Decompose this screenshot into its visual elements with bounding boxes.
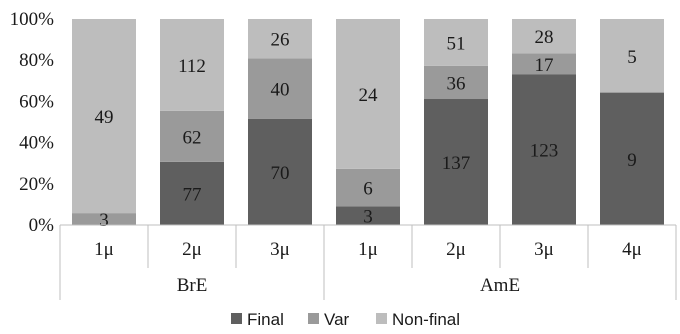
- data-label: 9: [627, 150, 637, 171]
- category-axis: 1μ 2μ 3μ 1μ 2μ 3μ 4μ BrE AmE: [59, 224, 677, 300]
- data-label: 40: [271, 80, 290, 101]
- bar-segment-non-final: [424, 19, 488, 66]
- data-label: 62: [183, 127, 202, 148]
- bar-segment-var: [424, 65, 488, 100]
- category-label: 4μ: [622, 239, 642, 260]
- legend-swatch: [308, 313, 319, 324]
- y-tick-label: 20%: [19, 174, 54, 195]
- bar-segment-non-final: [160, 19, 224, 111]
- y-tick-label: 80%: [19, 50, 54, 71]
- legend-label: Var: [324, 310, 350, 329]
- data-label: 49: [95, 107, 114, 128]
- y-tick-label: 60%: [19, 91, 54, 112]
- bar-segment-final: [160, 161, 224, 225]
- data-label: 3: [99, 210, 109, 231]
- category-label: 1μ: [94, 239, 114, 260]
- data-label: 6: [363, 179, 373, 200]
- data-label: 5: [627, 47, 637, 68]
- data-label: 112: [178, 56, 206, 77]
- legend-swatch: [231, 313, 242, 324]
- data-label: 77: [183, 184, 202, 205]
- bar-segment-var: [72, 213, 136, 225]
- data-label: 24: [359, 85, 379, 106]
- bar-segment-final: [424, 99, 488, 225]
- group-label: AmE: [480, 275, 520, 296]
- y-tick-label: 100%: [10, 9, 55, 30]
- data-label: 26: [271, 30, 290, 51]
- data-label: 70: [271, 163, 290, 184]
- bar-segment-final: [600, 92, 664, 225]
- category-label: 2μ: [446, 239, 466, 260]
- data-label: 51: [447, 33, 466, 54]
- bar-segment-var: [336, 168, 400, 207]
- bar-segment-non-final: [512, 19, 576, 54]
- data-label: 123: [530, 141, 559, 162]
- bar-segment-final: [336, 206, 400, 225]
- bar-segment-final: [512, 74, 576, 225]
- bar-segment-var: [248, 58, 312, 119]
- legend-swatch: [376, 313, 387, 324]
- category-label: 1μ: [358, 239, 378, 260]
- bar-segment-non-final: [72, 19, 136, 214]
- bar-segment-var: [512, 53, 576, 75]
- category-label: 3μ: [270, 239, 290, 260]
- bar-segment-non-final: [248, 19, 312, 59]
- data-label: 28: [535, 27, 554, 48]
- legend: Final Var Non-final: [231, 310, 460, 329]
- legend-label: Final: [247, 310, 284, 329]
- legend-label: Non-final: [392, 310, 460, 329]
- y-tick-label: 40%: [19, 133, 54, 154]
- data-label: 3: [363, 207, 373, 228]
- bar-segment-non-final: [336, 19, 400, 169]
- group-label: BrE: [177, 275, 208, 296]
- y-axis-tick-labels: 0% 20% 40% 60% 80% 100%: [10, 9, 55, 236]
- bar-stacks: [72, 19, 664, 225]
- y-tick-label: 0%: [29, 215, 55, 236]
- bar-segment-non-final: [600, 19, 664, 93]
- bar-segment-var: [160, 110, 224, 162]
- data-label: 137: [442, 153, 471, 174]
- category-label: 2μ: [182, 239, 202, 260]
- bar-segment-final: [248, 118, 312, 225]
- category-label: 3μ: [534, 239, 554, 260]
- data-label: 17: [535, 55, 554, 76]
- data-label: 36: [447, 73, 466, 94]
